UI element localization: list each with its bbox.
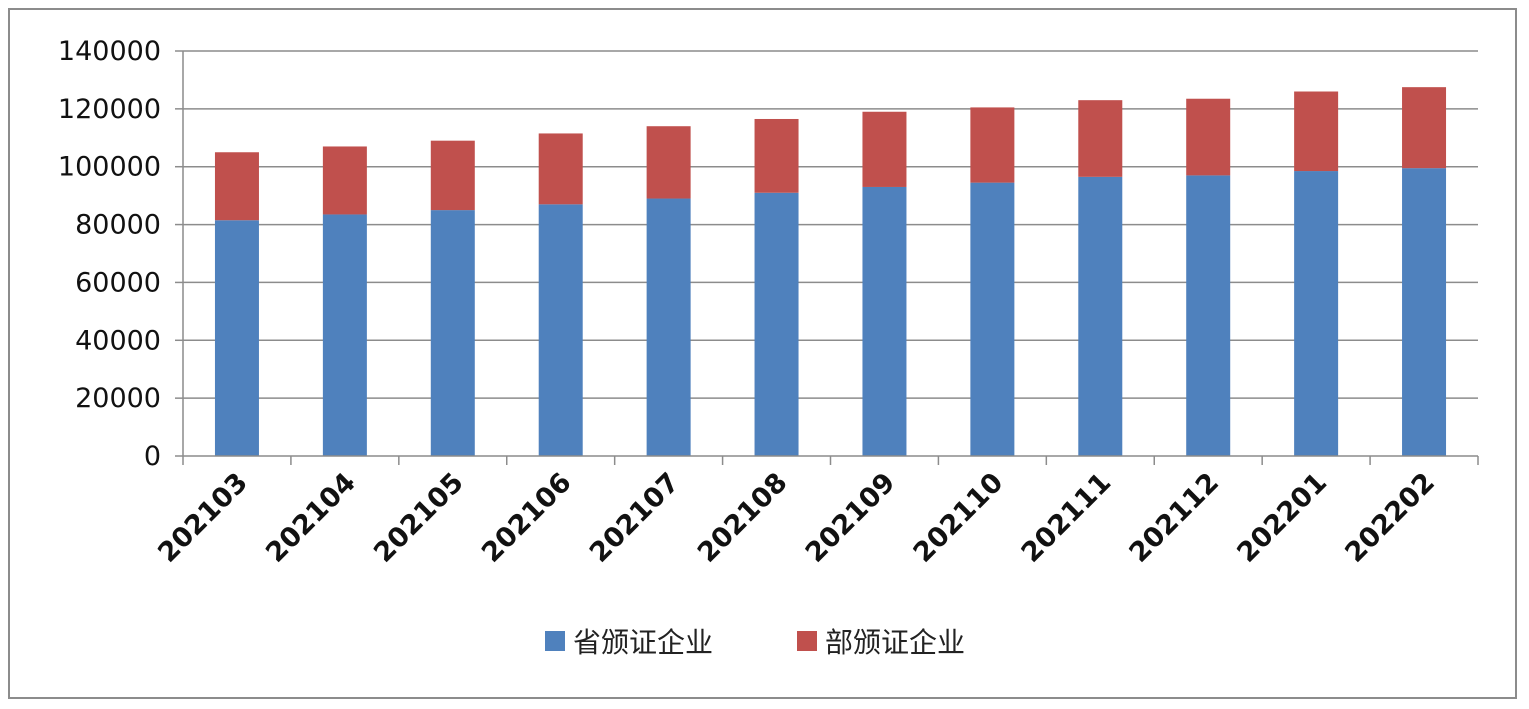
x-tick-label: 202107: [584, 467, 686, 569]
bar-provincial-202109: [862, 186, 907, 456]
y-tick-label: 80000: [75, 210, 161, 241]
bar-ministerial-202108: [754, 118, 799, 193]
bar-ministerial-202107: [646, 126, 691, 199]
x-tick-label: 202104: [260, 467, 362, 569]
x-tick-label: 202108: [692, 467, 794, 569]
bar-provincial-202103: [214, 220, 259, 456]
y-tick-label: 100000: [58, 152, 161, 183]
bar-ministerial-202202: [1402, 87, 1447, 169]
y-tick-label: 60000: [75, 267, 161, 298]
bar-ministerial-202104: [322, 146, 367, 215]
x-tick-labels: 202103 202104 202105 202106 202107 202108 2021…: [152, 467, 1441, 569]
bar-ministerial-202109: [862, 111, 907, 187]
gridlines: [183, 50, 1478, 399]
y-tick-label: 0: [144, 441, 161, 472]
bar-ministerial-202110: [970, 107, 1015, 183]
bar-ministerial-202106: [538, 133, 583, 205]
legend-swatch: [797, 631, 817, 651]
x-tick-label: 202106: [476, 467, 578, 569]
y-tick-labels: 0 20000 40000 60000 80000 100000 120000 140000: [58, 36, 161, 472]
bar-provincial-202110: [970, 182, 1015, 456]
bar-provincial-202112: [1186, 175, 1231, 456]
bars: [214, 87, 1447, 457]
x-tick-label: 202110: [908, 467, 1010, 569]
x-tick-label: 202201: [1231, 467, 1333, 569]
legend-swatch: [545, 631, 565, 651]
y-tick-label: 140000: [58, 36, 161, 67]
legend-label: 部颁证企业: [825, 626, 965, 659]
bar-ministerial-202111: [1078, 100, 1123, 177]
bar-ministerial-202105: [430, 140, 475, 211]
x-tick-label: 202111: [1016, 467, 1118, 569]
x-tick-label: 202105: [368, 467, 470, 569]
x-tick-label: 202103: [152, 467, 254, 569]
y-tick-label: 40000: [75, 325, 161, 356]
x-tick-label: 202202: [1339, 467, 1441, 569]
bar-provincial-202202: [1402, 168, 1447, 457]
axes: [175, 50, 1479, 465]
bar-provincial-202105: [430, 210, 475, 456]
x-tick-label: 202109: [800, 467, 902, 569]
bar-provincial-202201: [1294, 171, 1339, 456]
bar-provincial-202104: [322, 214, 367, 456]
x-tick-label: 202112: [1124, 467, 1226, 569]
bar-ministerial-202112: [1186, 98, 1231, 176]
y-tick-label: 20000: [75, 383, 161, 414]
bar-provincial-202107: [646, 198, 691, 457]
bar-provincial-202106: [538, 204, 583, 456]
bar-ministerial-202103: [214, 152, 259, 221]
legend-label: 省颁证企业: [573, 626, 713, 659]
bar-ministerial-202201: [1294, 91, 1339, 172]
bar-provincial-202108: [754, 192, 799, 456]
legend: 省颁证企业 部颁证企业: [545, 626, 965, 659]
y-tick-label: 120000: [58, 94, 161, 125]
bar-provincial-202111: [1078, 176, 1123, 456]
